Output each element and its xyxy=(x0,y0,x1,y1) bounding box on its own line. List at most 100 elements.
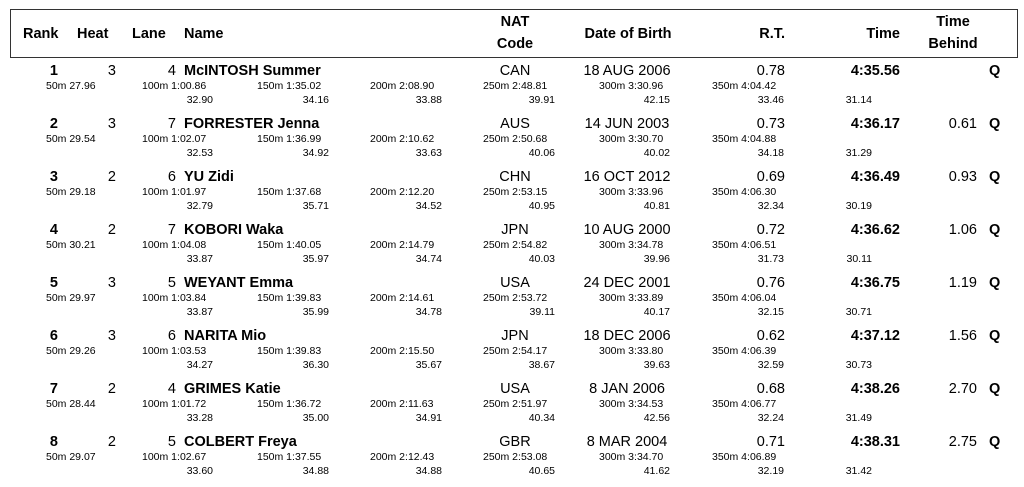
qualifier-mark: Q xyxy=(989,275,1001,291)
lap-150m: 35.00 xyxy=(302,412,329,424)
header-heat: Heat xyxy=(77,26,109,42)
lap-200m: 34.52 xyxy=(415,200,442,212)
lane-cell: 5 xyxy=(167,434,176,450)
qualifier-mark: Q xyxy=(989,116,1001,132)
lap-300m: 39.96 xyxy=(643,253,670,265)
lap-400m: 30.73 xyxy=(845,359,872,371)
lap-250m: 40.65 xyxy=(528,465,555,477)
split-250m: 250m 2:53.08 xyxy=(483,451,548,463)
split-300m: 300m 3:34.53 xyxy=(599,398,664,410)
lap-350m: 32.19 xyxy=(757,465,784,477)
lap-150m: 35.71 xyxy=(302,200,329,212)
result-row: 3 2 6 YU Zidi CHN 16 OCT 2012 0.69 4:36.49 0.93 Q… xyxy=(0,169,1024,222)
split-200m: 200m 2:11.63 xyxy=(370,398,434,410)
nat-code: JPN xyxy=(501,222,529,238)
lap-350m: 33.46 xyxy=(757,94,784,106)
time-behind: 1.56 xyxy=(948,328,977,344)
split-50m: 50m 29.18 xyxy=(46,186,96,198)
date-of-birth: 14 JUN 2003 xyxy=(584,116,670,132)
rank-cell: 6 xyxy=(49,328,58,344)
qualifier-mark: Q xyxy=(989,381,1001,397)
split-350m: 350m 4:04.88 xyxy=(712,133,777,145)
lap-300m: 41.62 xyxy=(643,465,670,477)
split-200m: 200m 2:08.90 xyxy=(370,80,435,92)
lap-150m: 35.99 xyxy=(302,306,329,318)
final-time: 4:38.26 xyxy=(850,381,900,397)
lap-100m: 33.87 xyxy=(186,306,213,318)
header-lane: Lane xyxy=(132,26,166,42)
lane-cell: 7 xyxy=(167,116,176,132)
split-300m: 300m 3:30.96 xyxy=(599,80,664,92)
lane-cell: 4 xyxy=(167,63,176,79)
heat-cell: 2 xyxy=(107,222,116,238)
nat-code: CHN xyxy=(499,169,531,185)
lap-400m: 31.42 xyxy=(845,465,872,477)
heat-cell: 3 xyxy=(107,328,116,344)
qualifier-mark: Q xyxy=(989,63,1001,79)
final-time: 4:36.49 xyxy=(850,169,900,185)
rank-cell: 8 xyxy=(49,434,58,450)
split-200m: 200m 2:12.20 xyxy=(370,186,435,198)
split-250m: 250m 2:48.81 xyxy=(483,80,548,92)
lap-250m: 40.03 xyxy=(528,253,555,265)
heat-cell: 3 xyxy=(107,275,116,291)
split-250m: 250m 2:53.15 xyxy=(483,186,548,198)
lane-cell: 7 xyxy=(167,222,176,238)
reaction-time: 0.62 xyxy=(756,328,785,344)
split-100m: 100m 1:01.72 xyxy=(142,398,207,410)
lap-150m: 34.88 xyxy=(302,465,329,477)
split-200m: 200m 2:15.50 xyxy=(370,345,435,357)
lap-300m: 40.17 xyxy=(643,306,670,318)
result-row: 7 2 4 GRIMES Katie USA 8 JAN 2006 0.68 4:38.26 2… xyxy=(0,381,1024,434)
reaction-time: 0.78 xyxy=(756,63,785,79)
lap-400m: 30.11 xyxy=(846,253,873,265)
lap-350m: 31.73 xyxy=(757,253,784,265)
athlete-name: GRIMES Katie xyxy=(184,381,281,397)
result-row: 2 3 7 FORRESTER Jenna AUS 14 JUN 2003 0.73 4:36… xyxy=(0,116,1024,169)
date-of-birth: 24 DEC 2001 xyxy=(583,275,671,291)
athlete-name: NARITA Mio xyxy=(184,328,267,344)
split-150m: 150m 1:39.83 xyxy=(257,345,322,357)
split-100m: 100m 1:02.67 xyxy=(142,451,207,463)
split-100m: 100m 1:01.97 xyxy=(142,186,207,198)
lane-cell: 6 xyxy=(167,328,176,344)
heat-cell: 2 xyxy=(107,381,116,397)
final-time: 4:36.17 xyxy=(850,116,900,132)
reaction-time: 0.69 xyxy=(756,169,785,185)
lap-150m: 34.92 xyxy=(302,147,329,159)
split-150m: 150m 1:35.02 xyxy=(257,80,322,92)
lap-400m: 30.19 xyxy=(845,200,872,212)
lap-100m: 33.28 xyxy=(186,412,213,424)
final-time: 4:37.12 xyxy=(850,328,900,344)
lap-150m: 34.16 xyxy=(302,94,329,106)
lap-200m: 35.67 xyxy=(415,359,442,371)
nat-code: AUS xyxy=(500,116,530,132)
nat-code: USA xyxy=(500,381,530,397)
result-row: 1 3 4 McINTOSH Summer CAN 18 AUG 2006 0.78 4:35… xyxy=(0,63,1024,116)
split-350m: 350m 4:06.77 xyxy=(712,398,777,410)
lap-300m: 39.63 xyxy=(643,359,670,371)
heat-cell: 2 xyxy=(107,169,116,185)
result-row: 8 2 5 COLBERT Freya GBR 8 MAR 2004 0.71 4:38.31… xyxy=(0,434,1024,487)
lap-400m: 31.29 xyxy=(845,147,872,159)
lap-300m: 40.02 xyxy=(643,147,670,159)
split-250m: 250m 2:53.72 xyxy=(483,292,548,304)
split-50m: 50m 29.26 xyxy=(46,345,96,357)
rank-cell: 3 xyxy=(49,169,58,185)
header-time-behind-1: Time xyxy=(936,14,970,30)
split-100m: 100m 1:03.53 xyxy=(142,345,207,357)
split-350m: 350m 4:06.39 xyxy=(712,345,777,357)
split-50m: 50m 30.21 xyxy=(46,239,96,251)
lap-200m: 34.91 xyxy=(415,412,442,424)
split-200m: 200m 2:14.61 xyxy=(370,292,435,304)
lap-100m: 34.27 xyxy=(186,359,213,371)
date-of-birth: 16 OCT 2012 xyxy=(583,169,671,185)
results-header: Rank Heat Lane Name NAT Code Date of Bir… xyxy=(10,9,1018,58)
split-150m: 150m 1:39.83 xyxy=(257,292,322,304)
reaction-time: 0.76 xyxy=(756,275,785,291)
split-100m: 100m 1:00.86 xyxy=(142,80,207,92)
split-150m: 150m 1:37.55 xyxy=(257,451,322,463)
lane-cell: 6 xyxy=(167,169,176,185)
nat-code: CAN xyxy=(499,63,531,79)
lap-100m: 33.87 xyxy=(186,253,213,265)
